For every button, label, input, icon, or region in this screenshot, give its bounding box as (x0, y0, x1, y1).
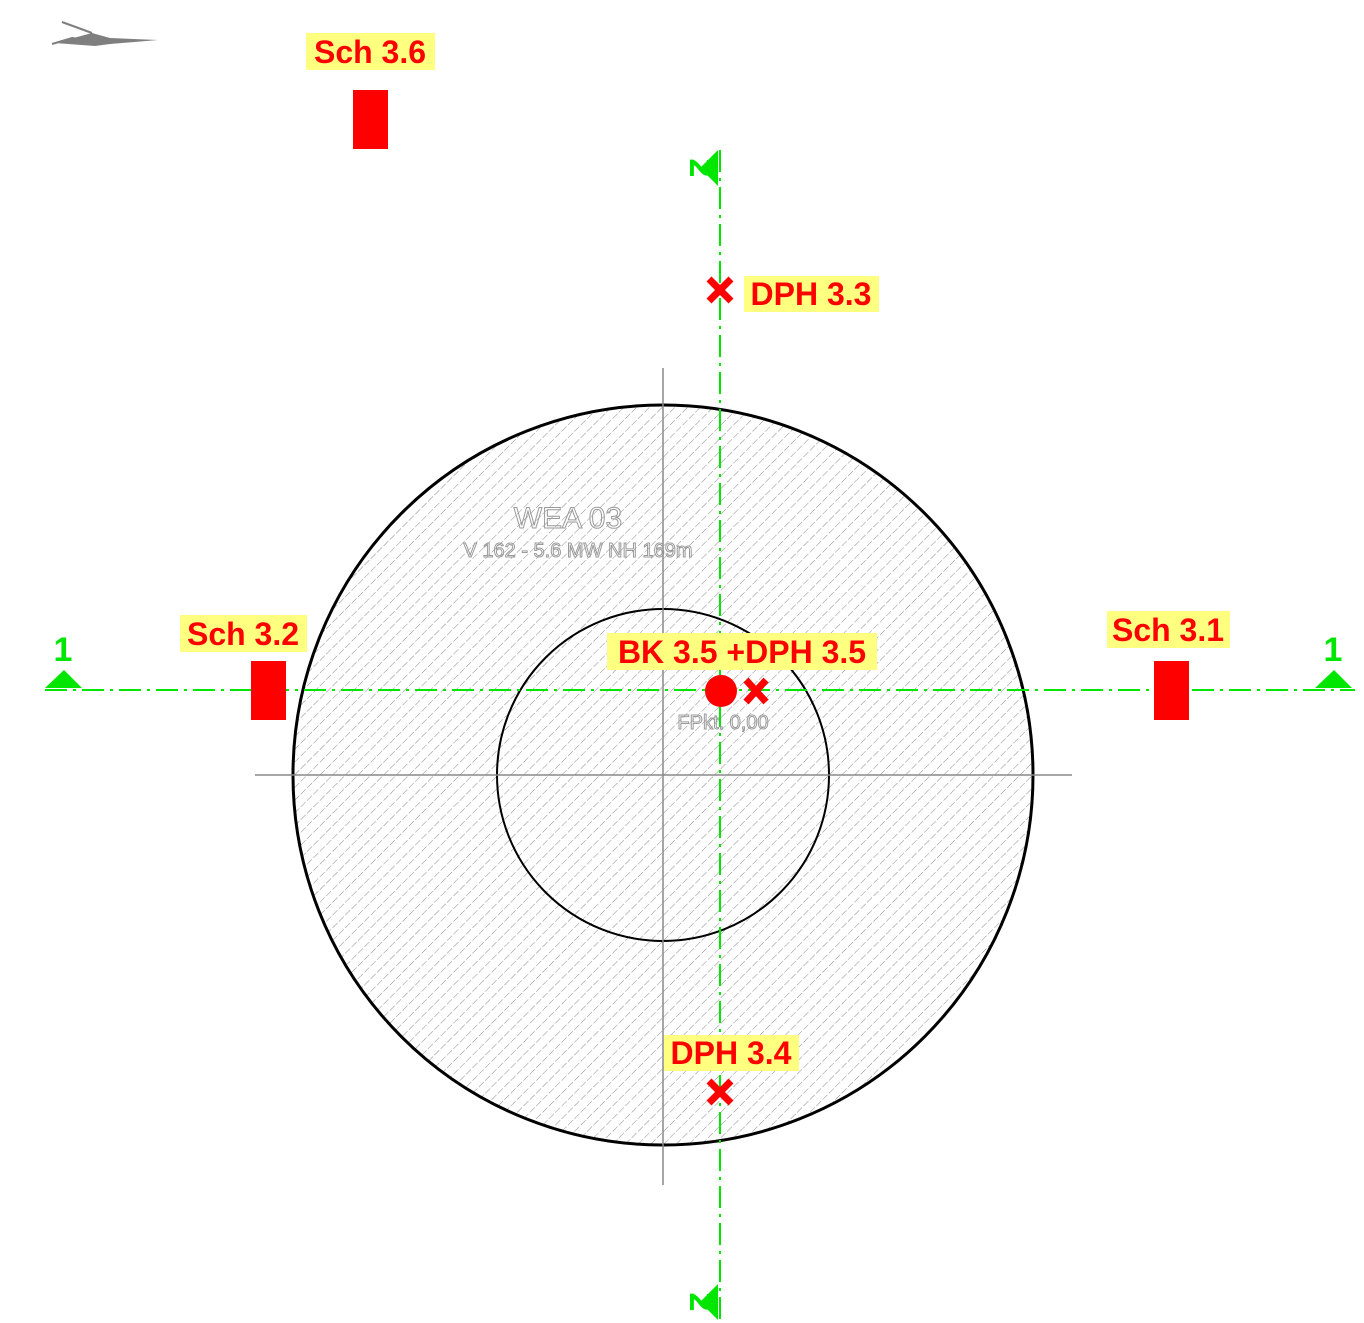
section-label-2-top: 2 (682, 159, 720, 178)
section-label-1-left: 1 (54, 631, 73, 669)
north-arrow-icon (51, 21, 158, 46)
reference-point-label: FPkt. 0,00 (677, 712, 768, 734)
borehole-bk-3-5 (705, 675, 737, 707)
svg-text:Sch 3.1: Sch 3.1 (1112, 612, 1224, 648)
x-mark-icon (706, 1078, 734, 1106)
label-dph-3-4: DPH 3.4 (664, 1035, 799, 1071)
x-mark-icon (743, 677, 769, 705)
x-mark-icon (706, 276, 734, 304)
section-label-1-right: 1 (1324, 631, 1343, 669)
section-marker-1-left: 1 (45, 631, 82, 688)
foundation-name: WEA 03 (514, 502, 622, 535)
svg-text:Sch 3.2: Sch 3.2 (187, 616, 299, 652)
svg-text:DPH 3.4: DPH 3.4 (671, 1035, 792, 1071)
trench-sch-3-6 (353, 90, 388, 149)
trench-sch-3-1 (1154, 661, 1189, 720)
label-dph-3-3: DPH 3.3 (744, 276, 879, 312)
label-bk-dph-3-5: BK 3.5 +DPH 3.5 (607, 633, 877, 670)
svg-text:Sch 3.6: Sch 3.6 (314, 34, 426, 70)
foundation-type: V 162 - 5.6 MW NH 169m (464, 540, 693, 562)
section-marker-2-top: 2 (682, 150, 720, 186)
label-sch-3-2: Sch 3.2 (180, 615, 307, 652)
svg-text:BK 3.5 +DPH 3.5: BK 3.5 +DPH 3.5 (618, 634, 866, 670)
section-marker-2-bottom: 2 (682, 1284, 720, 1320)
trench-sch-3-2 (251, 661, 286, 720)
section-label-2-bottom: 2 (682, 1293, 720, 1312)
label-sch-3-1: Sch 3.1 (1107, 611, 1230, 648)
section-marker-1-right: 1 (1315, 631, 1352, 688)
svg-text:DPH 3.3: DPH 3.3 (751, 276, 872, 312)
label-sch-3-6: Sch 3.6 (306, 33, 435, 70)
